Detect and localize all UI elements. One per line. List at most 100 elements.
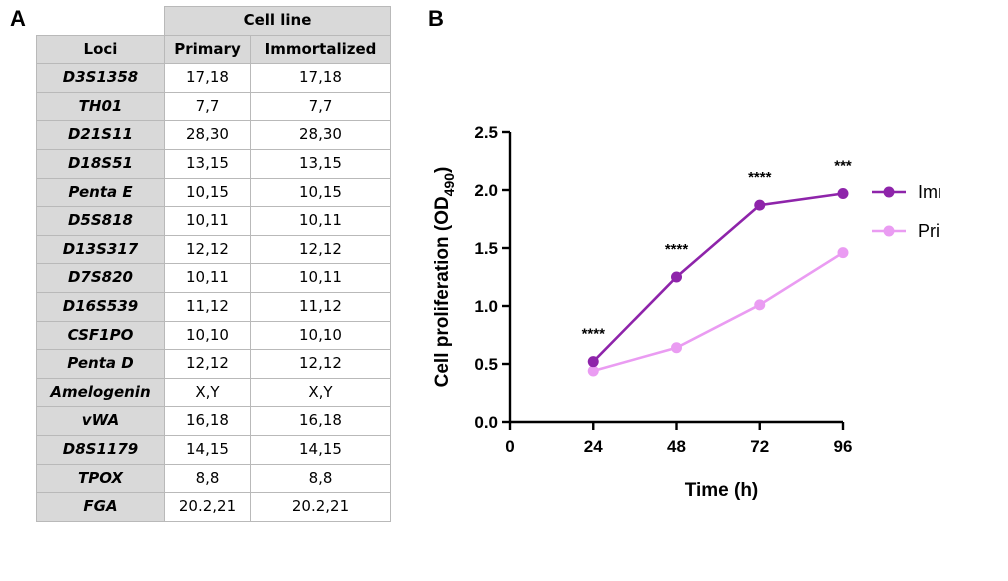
significance-label: *** — [834, 157, 852, 174]
locus-cell: D5S818 — [36, 206, 165, 236]
primary-value-cell: 17,18 — [164, 63, 251, 93]
locus-cell: D8S1179 — [36, 434, 165, 465]
locus-cell: D13S317 — [36, 234, 165, 265]
table-row: D16S539 11,12 11,12 — [36, 291, 391, 322]
legend-marker-imm — [883, 186, 895, 198]
immortalized-value-cell: 28,30 — [250, 120, 391, 150]
primary-value-cell: 10,11 — [164, 263, 251, 293]
immortalized-value-cell: 7,7 — [250, 91, 391, 122]
locus-cell: CSF1PO — [36, 320, 165, 351]
table-row: D21S11 28,30 28,30 — [36, 120, 391, 150]
table-row: FGA 20.2,21 20.2,21 — [36, 492, 391, 522]
locus-cell: Penta E — [36, 177, 165, 208]
primary-value-cell: 10,10 — [164, 320, 251, 351]
x-tick-label: 48 — [667, 437, 686, 456]
primary-value-cell: 10,11 — [164, 206, 251, 236]
immortalized-value-cell: 14,15 — [250, 434, 391, 465]
table-row: vWA 16,18 16,18 — [36, 406, 391, 436]
y-tick-label: 0.5 — [474, 355, 498, 374]
str-profile-table: Cell line Loci Primary Immortalized D3S1… — [36, 6, 391, 522]
locus-cell: FGA — [36, 492, 165, 522]
locus-cell: TPOX — [36, 463, 165, 494]
legend-label-prim: Prim. — [918, 221, 940, 241]
x-axis-title: Time (h) — [685, 480, 759, 501]
proliferation-chart: 0.0 0.5 1.0 1.5 2.0 2.5 0 24 48 72 96 Time (h) Cell … — [432, 123, 940, 501]
table-body: D3S1358 17,18 17,18 TH01 7,7 7,7 D21S11 28,30 28… — [36, 63, 391, 522]
table-row: Amelogenin X,Y X,Y — [36, 377, 391, 408]
immortalized-value-cell: 8,8 — [250, 463, 391, 494]
cell-line-header: Cell line — [164, 6, 391, 36]
locus-cell: Amelogenin — [36, 377, 165, 408]
locus-cell: D21S11 — [36, 120, 165, 150]
y-tick-label: 2.0 — [474, 181, 498, 200]
primary-value-cell: 28,30 — [164, 120, 251, 150]
locus-cell: Penta D — [36, 349, 165, 379]
primary-value-cell: 16,18 — [164, 406, 251, 436]
locus-cell: D3S1358 — [36, 63, 165, 93]
table-row: D13S317 12,12 12,12 — [36, 234, 391, 265]
primary-value-cell: 12,12 — [164, 349, 251, 379]
immortalized-value-cell: 10,15 — [250, 177, 391, 208]
y-tick-label: 1.5 — [474, 239, 498, 258]
y-tick-label: 1.0 — [474, 297, 498, 316]
immortalized-value-cell: 11,12 — [250, 291, 391, 322]
data-point-imm — [671, 271, 682, 283]
primary-value-cell: 10,15 — [164, 177, 251, 208]
y-axis-title-main: Cell proliferation (OD — [432, 196, 453, 387]
locus-cell: D18S51 — [36, 148, 165, 179]
y-tick-label: 0.0 — [474, 413, 498, 432]
immortalized-header: Immortalized — [250, 34, 391, 65]
y-axis-title: Cell proliferation (OD490) — [432, 167, 457, 388]
table-row: Penta E 10,15 10,15 — [36, 177, 391, 208]
immortalized-value-cell: 20.2,21 — [250, 492, 391, 522]
primary-value-cell: 7,7 — [164, 91, 251, 122]
table-row: D7S820 10,11 10,11 — [36, 263, 391, 293]
immortalized-value-cell: 12,12 — [250, 234, 391, 265]
primary-header: Primary — [164, 34, 251, 65]
immortalized-value-cell: X,Y — [250, 377, 391, 408]
y-axis-title-close: ) — [432, 167, 453, 173]
locus-cell: vWA — [36, 406, 165, 436]
table-row: D5S818 10,11 10,11 — [36, 206, 391, 236]
data-point-imm — [837, 187, 849, 199]
x-tick-label: 72 — [750, 437, 769, 456]
x-tick-label: 0 — [505, 437, 514, 456]
immortalized-value-cell: 10,10 — [250, 320, 391, 351]
locus-cell: TH01 — [36, 91, 165, 122]
locus-cell: D7S820 — [36, 263, 165, 293]
table-row: D3S1358 17,18 17,18 — [36, 63, 391, 93]
data-point-prim — [587, 365, 599, 377]
data-point-imm — [587, 356, 599, 368]
immortalized-value-cell: 13,15 — [250, 148, 391, 179]
primary-value-cell: 12,12 — [164, 234, 251, 265]
primary-value-cell: 8,8 — [164, 463, 251, 494]
primary-value-cell: X,Y — [164, 377, 251, 408]
data-point-imm — [754, 199, 766, 211]
legend-label-imm: Imm. — [918, 182, 940, 202]
immortalized-value-cell: 17,18 — [250, 63, 391, 93]
series-line-imm — [592, 192, 844, 363]
loci-header: Loci — [36, 34, 165, 65]
data-point-prim — [837, 247, 849, 259]
immortalized-value-cell: 10,11 — [250, 263, 391, 293]
data-point-prim — [754, 299, 766, 311]
table-group-header-row: Cell line — [36, 6, 391, 36]
immortalized-value-cell: 12,12 — [250, 349, 391, 379]
significance-label: **** — [582, 326, 606, 343]
primary-value-cell: 14,15 — [164, 434, 251, 465]
x-tick-label: 24 — [584, 437, 603, 456]
significance-label: **** — [665, 241, 689, 258]
panel-label-a: A — [10, 6, 26, 31]
immortalized-value-cell: 10,11 — [250, 206, 391, 236]
table-row: Penta D 12,12 12,12 — [36, 349, 391, 379]
table-row: D18S51 13,15 13,15 — [36, 148, 391, 179]
table-corner-cell — [36, 6, 165, 36]
primary-value-cell: 13,15 — [164, 148, 251, 179]
table-row: TPOX 8,8 8,8 — [36, 463, 391, 494]
y-axis-title-subscript: 490 — [441, 173, 457, 197]
table-row: D8S1179 14,15 14,15 — [36, 434, 391, 465]
y-tick-label: 2.5 — [474, 123, 498, 142]
immortalized-value-cell: 16,18 — [250, 406, 391, 436]
table-row: TH01 7,7 7,7 — [36, 91, 391, 122]
panel-label-b: B — [428, 6, 444, 31]
